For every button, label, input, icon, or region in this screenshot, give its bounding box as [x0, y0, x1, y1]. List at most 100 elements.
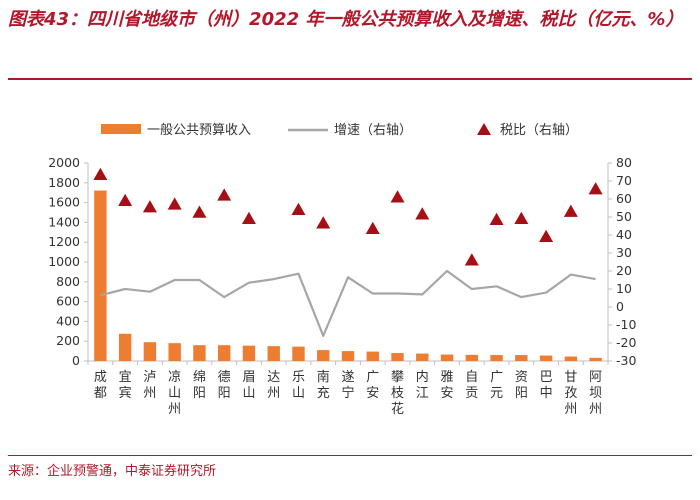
tax-ratio-marker	[563, 204, 578, 217]
x-tick-label: 山	[242, 386, 255, 401]
x-tick-label: 广	[366, 370, 379, 385]
bar	[391, 353, 404, 361]
x-tick-label: 阿	[589, 370, 602, 385]
legend-label-growth: 增速（右轴）	[334, 123, 412, 138]
x-tick-label: 山	[168, 386, 181, 401]
x-tick-label: 广	[490, 370, 503, 385]
x-tick-label: 花	[391, 401, 404, 417]
bar	[193, 345, 206, 361]
x-tick-label: 州	[168, 402, 181, 417]
bar	[94, 190, 107, 361]
left-tick-label: 1200	[48, 234, 80, 249]
bar	[267, 346, 280, 361]
x-tick-label: 贡	[465, 386, 478, 401]
x-tick-label: 绵	[193, 370, 206, 385]
bar	[118, 333, 132, 361]
left-tick-label: 400	[56, 313, 80, 328]
tax-ratio-marker	[93, 167, 108, 180]
bar	[440, 354, 454, 361]
chart-title: 图表43：四川省地级市（州）2022 年一般公共预算收入及增速、税比（亿元、%）	[8, 9, 684, 30]
left-tick-label: 200	[56, 333, 80, 348]
x-tick-label: 达	[267, 370, 280, 385]
x-tick-label: 南	[317, 369, 330, 385]
tax-ratio-marker	[192, 205, 207, 218]
x-tick-label: 孜	[564, 386, 577, 401]
bar	[539, 355, 553, 361]
tax-ratio-marker	[489, 212, 504, 225]
x-tick-label: 资	[515, 370, 528, 385]
bar	[589, 357, 602, 361]
x-tick-label: 甘	[564, 370, 577, 385]
tax-ratio-marker	[142, 200, 157, 213]
tax-ratio-marker	[118, 193, 133, 207]
bar	[341, 351, 355, 361]
legend-swatch-tax-ratio	[477, 123, 491, 135]
x-tick-label: 宜	[119, 370, 132, 385]
tax-ratio-marker	[514, 211, 529, 225]
right-tick-label: 80	[616, 155, 632, 170]
x-tick-label: 坝	[589, 386, 602, 401]
x-tick-label: 充	[317, 385, 330, 401]
right-tick-label: -10	[616, 317, 636, 332]
tax-ratio-marker	[539, 229, 554, 243]
source-note: 来源：企业预警通，中泰证券研究所	[8, 464, 217, 479]
bar	[143, 342, 157, 361]
x-tick-label: 州	[564, 402, 577, 417]
x-tick-label: 阳	[515, 386, 528, 401]
x-tick-label: 雅	[441, 370, 454, 385]
right-tick-label: 0	[616, 299, 624, 314]
x-tick-label: 枝	[391, 386, 404, 401]
x-tick-label: 州	[143, 386, 156, 401]
left-tick-label: 1600	[48, 195, 80, 210]
right-tick-label: 10	[616, 281, 632, 296]
x-tick-label: 巴	[540, 370, 553, 385]
x-tick-label: 自	[465, 370, 478, 385]
x-tick-label: 安	[366, 386, 379, 401]
source-divider	[8, 455, 692, 456]
x-tick-label: 遂	[341, 370, 354, 385]
left-tick-label: 1400	[48, 214, 80, 229]
bar	[515, 355, 528, 361]
x-tick-label: 内	[416, 369, 429, 385]
x-tick-label: 安	[441, 386, 454, 401]
bar	[218, 345, 231, 361]
left-tick-label: 600	[56, 294, 80, 309]
growth-line	[100, 269, 596, 337]
bar	[465, 354, 478, 361]
x-tick-label: 德	[218, 370, 231, 385]
left-tick-label: 1800	[48, 175, 80, 190]
right-tick-label: 20	[616, 263, 632, 278]
tax-ratio-marker	[365, 221, 380, 234]
x-tick-label: 州	[267, 386, 280, 401]
right-tick-label: 50	[616, 209, 632, 224]
right-tick-label: 40	[616, 227, 632, 242]
bar	[416, 353, 429, 361]
bar	[366, 351, 379, 361]
tax-ratio-marker	[217, 188, 232, 201]
tax-ratio-marker	[316, 216, 331, 229]
left-tick-label: 2000	[48, 155, 80, 170]
x-tick-label: 泸	[143, 370, 156, 385]
tax-ratio-marker	[588, 182, 603, 195]
x-tick-label: 宾	[119, 385, 132, 401]
bar	[168, 343, 181, 361]
bar	[292, 346, 305, 361]
x-tick-label: 元	[490, 386, 503, 401]
x-tick-label: 宁	[341, 385, 354, 401]
tax-ratio-marker	[390, 190, 405, 203]
bar	[242, 345, 256, 361]
left-tick-label: 0	[72, 353, 80, 368]
x-tick-label: 江	[416, 386, 429, 401]
bar	[564, 356, 578, 361]
x-tick-label: 眉	[242, 370, 255, 385]
tax-ratio-marker	[415, 207, 430, 220]
left-tick-label: 800	[56, 274, 80, 289]
x-tick-label: 都	[94, 386, 107, 401]
legend-label-revenue: 一般公共预算收入	[147, 122, 251, 138]
tax-ratio-marker	[291, 202, 306, 216]
x-tick-label: 乐	[292, 370, 305, 385]
x-tick-label: 阳	[218, 386, 231, 401]
bar	[317, 350, 330, 361]
bar	[490, 355, 503, 361]
